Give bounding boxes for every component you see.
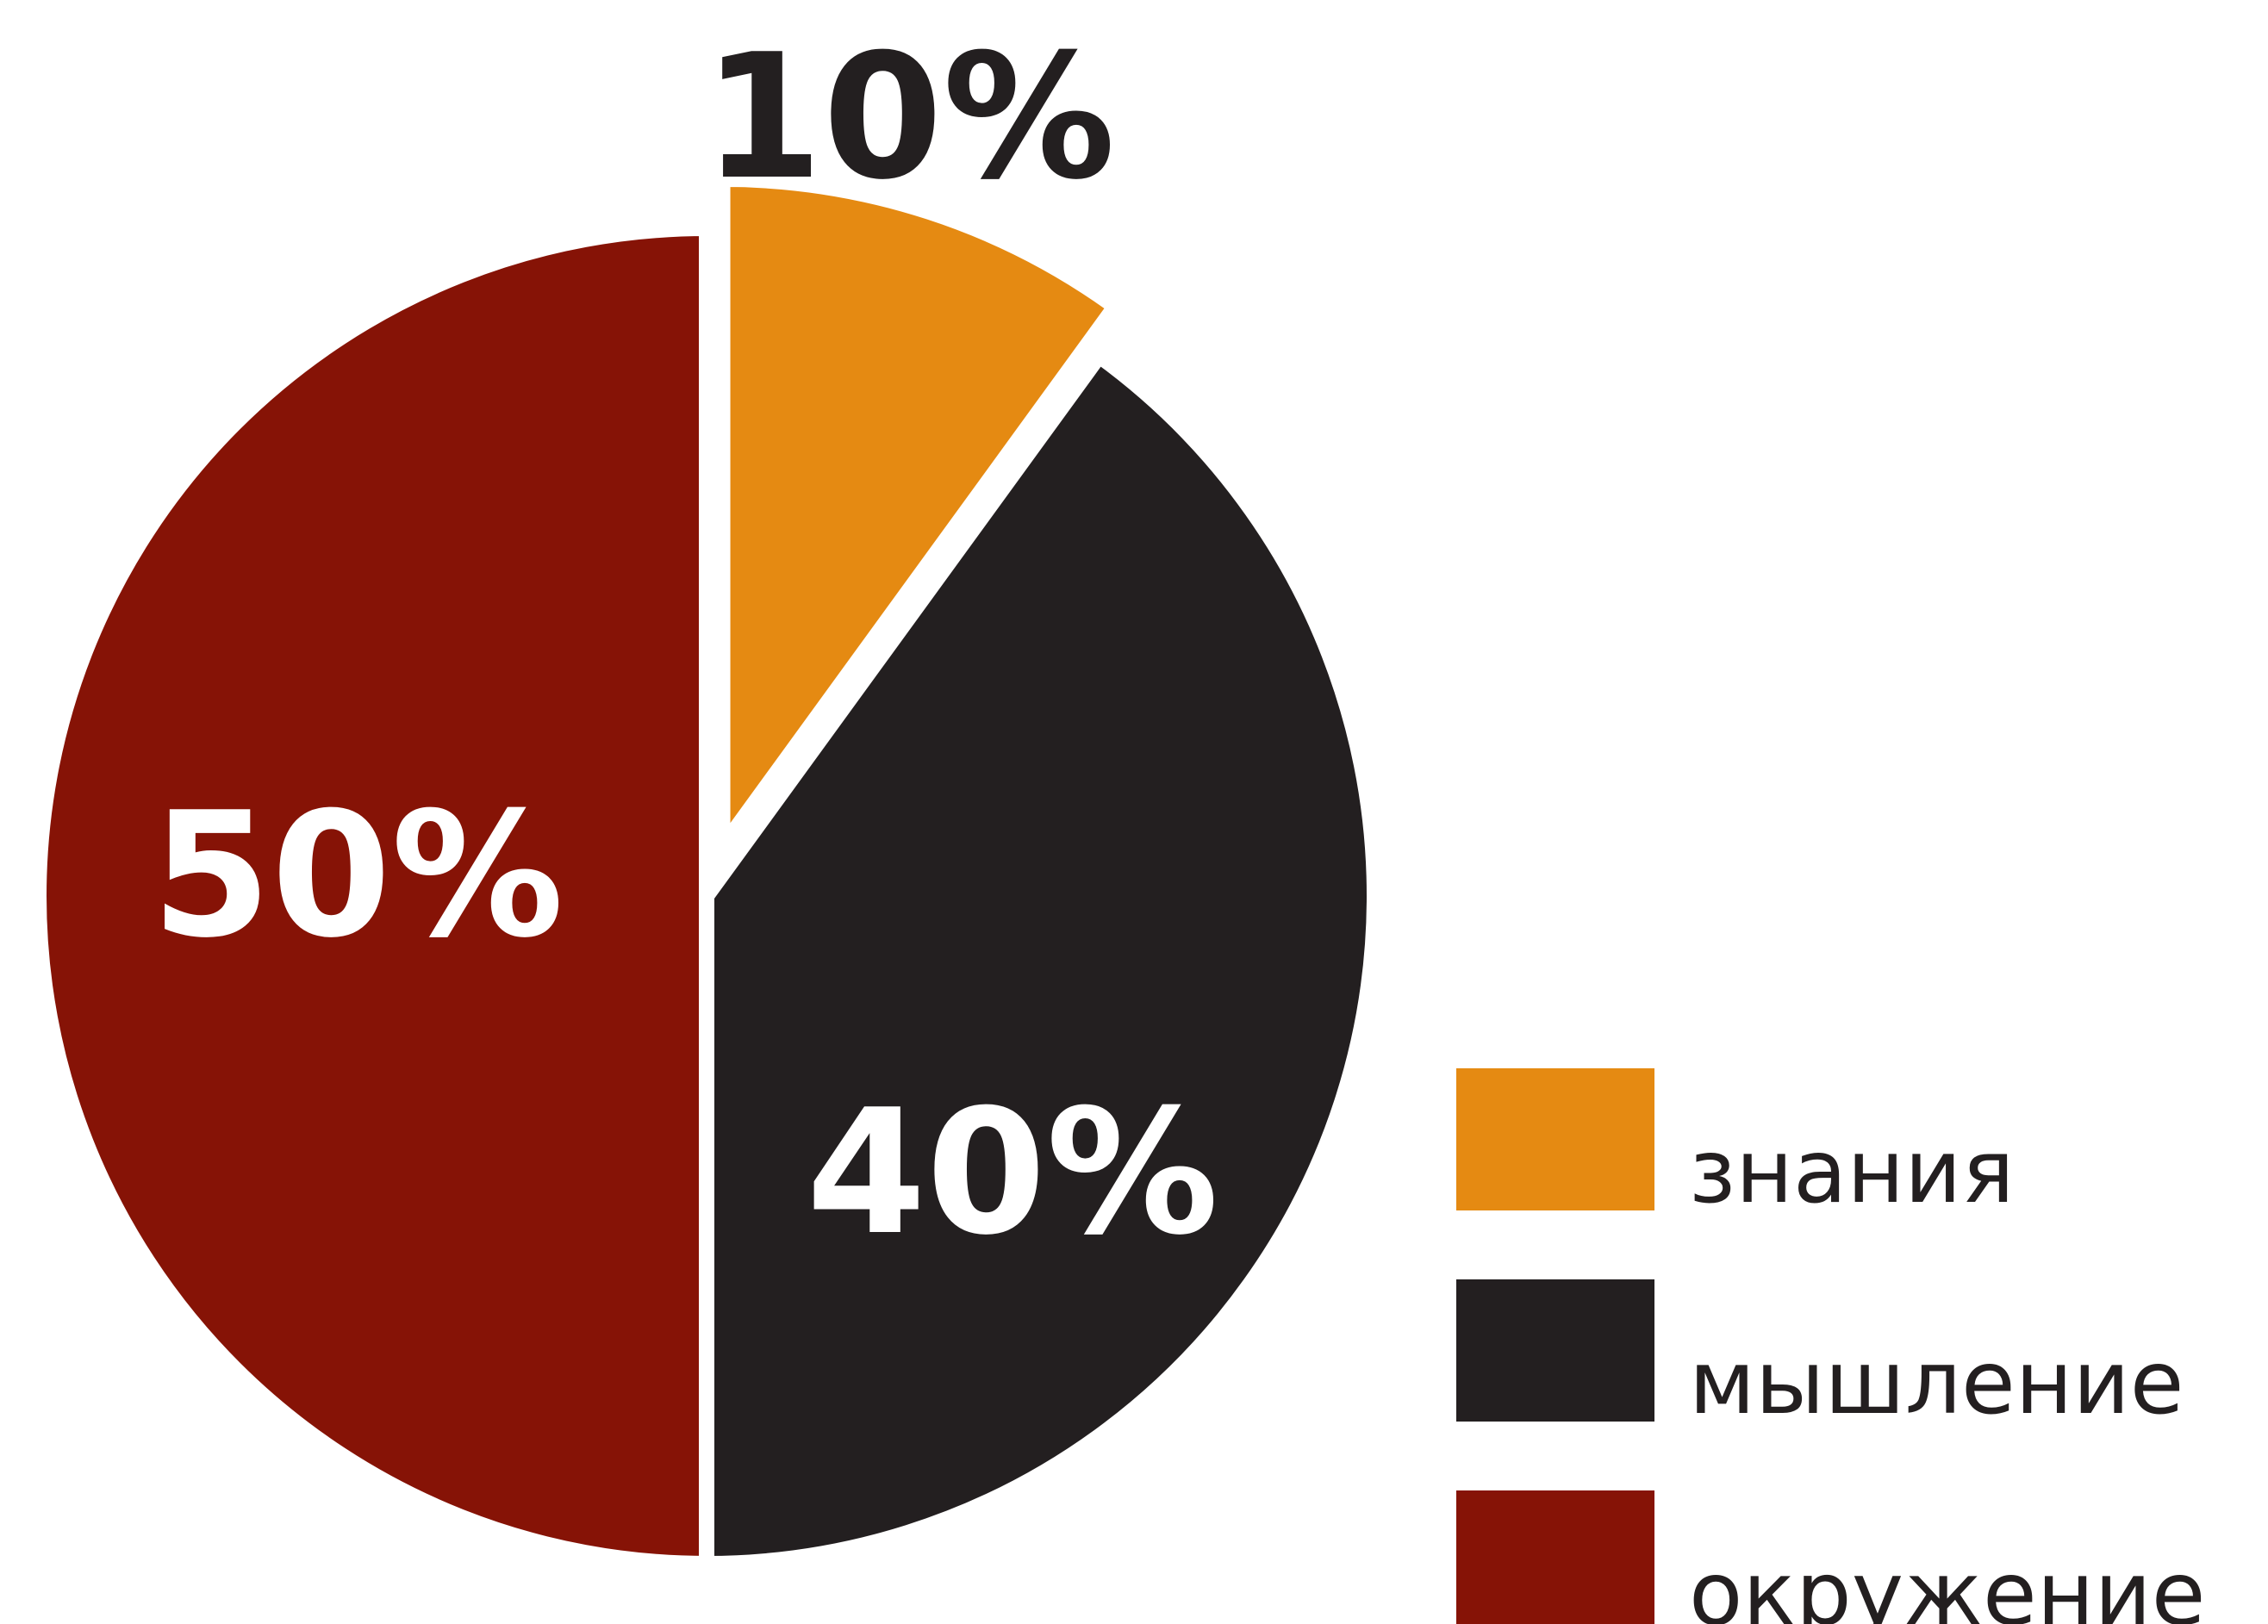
legend-swatch-2 — [1456, 1279, 1654, 1422]
legend-swatch-1 — [1456, 1068, 1654, 1210]
legend-label-1: знания — [1689, 1121, 2015, 1223]
pie-slices — [31, 171, 1382, 1572]
slice-value-labels: 10% 40% 50% — [152, 17, 1219, 1273]
legend-swatch-3 — [1456, 1490, 1654, 1624]
legend-label-2: мышление — [1689, 1332, 2184, 1434]
pie-slice-3 — [31, 220, 714, 1572]
slice-value-label-2: 40% — [807, 1073, 1219, 1273]
legend-label-3: окружение — [1689, 1543, 2206, 1624]
pie-slice-1 — [714, 171, 1126, 871]
slice-value-label-3: 50% — [152, 775, 564, 976]
slice-value-label-1: 10% — [703, 17, 1116, 218]
pie-slice-2 — [699, 345, 1382, 1572]
legend: знания мышление окружение — [1456, 1068, 2206, 1624]
